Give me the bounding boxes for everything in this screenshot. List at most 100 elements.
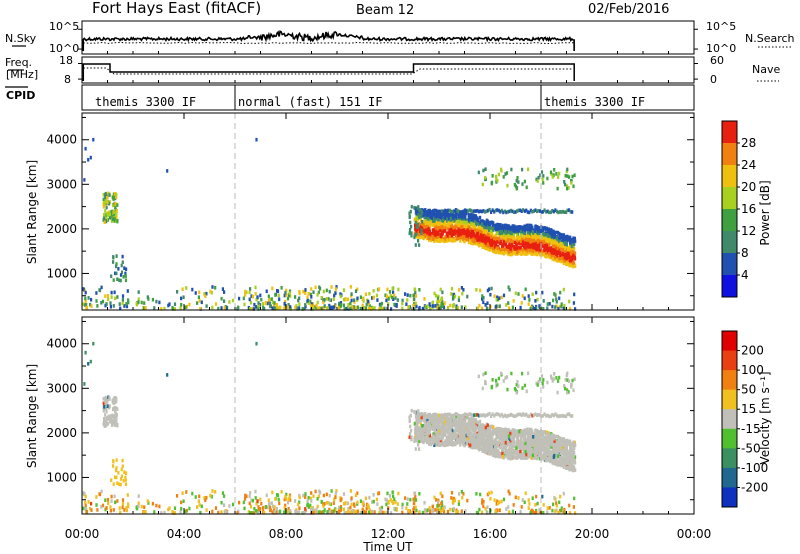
range-cell: [306, 499, 309, 503]
range-cell: [362, 509, 365, 514]
range-cell: [509, 227, 512, 232]
range-cell: [125, 302, 128, 306]
range-cell: [493, 498, 496, 502]
range-cell: [469, 419, 472, 424]
range-cell: [113, 210, 116, 214]
range-cell: [570, 179, 573, 183]
range-cell: [209, 493, 212, 498]
range-cell: [546, 176, 549, 181]
range-cell: [528, 298, 531, 302]
range-cell: [258, 304, 261, 308]
range-cell: [298, 306, 301, 310]
range-cell: [464, 509, 467, 513]
range-cell: [458, 235, 461, 240]
range-cell: [103, 201, 106, 205]
range-cell: [411, 306, 414, 311]
range-cell: [500, 234, 504, 239]
noise-sky-trace: [82, 30, 575, 51]
range-cell: [528, 235, 531, 239]
range-cell: [551, 508, 554, 513]
range-cell: [569, 261, 572, 266]
range-cell: [535, 177, 538, 182]
range-cell: [525, 223, 529, 228]
range-cell: [106, 196, 109, 200]
range-cell: [521, 251, 524, 256]
range-cell: [339, 304, 342, 308]
range-cell: [551, 229, 554, 233]
range-cell: [444, 239, 447, 243]
range-cell: [349, 510, 353, 515]
range-cell: [420, 228, 423, 232]
range-cell: [127, 300, 130, 305]
range-cell: [253, 506, 256, 511]
range-cell: [502, 237, 505, 242]
range-cell: [322, 504, 325, 508]
range-cell: [421, 306, 424, 311]
range-cell: [505, 210, 508, 215]
range-cell: [115, 193, 118, 197]
range-cell: [482, 221, 485, 226]
range-cell: [362, 305, 365, 310]
range-cell: [408, 211, 411, 216]
range-cell: [119, 278, 122, 283]
range-cell: [377, 491, 381, 495]
range-cell: [173, 302, 177, 306]
range-cell: [302, 307, 305, 311]
range-cell: [112, 508, 115, 512]
range-cell: [468, 236, 471, 241]
range-cell: [454, 442, 457, 447]
range-cell: [248, 297, 251, 302]
range-cell: [436, 504, 439, 508]
range-cell: [259, 497, 262, 502]
range-cell: [525, 185, 528, 190]
range-cell: [298, 296, 301, 301]
range-cell: [457, 233, 460, 238]
range-cell: [529, 240, 532, 244]
range-cell: [548, 246, 552, 251]
range-cell: [444, 416, 447, 421]
range-cell: [547, 231, 550, 235]
range-cell: [415, 209, 418, 213]
range-cell: [430, 238, 433, 243]
range-cell: [517, 249, 520, 253]
range-cell: [537, 175, 540, 180]
range-cell: [160, 511, 163, 515]
range-cell: [102, 216, 106, 220]
range-cell: [446, 219, 449, 223]
range-cell: [536, 501, 539, 506]
range-cell: [310, 295, 313, 299]
range-cell: [113, 290, 116, 295]
range-cell: [365, 306, 368, 311]
range-cell: [570, 244, 573, 249]
range-cell: [429, 223, 432, 227]
colorbar-tick-label: 16: [741, 202, 756, 216]
range-cell: [422, 213, 425, 217]
range-cell: [347, 305, 350, 309]
range-cell: [171, 510, 174, 514]
range-cell: [571, 174, 574, 179]
range-cell: [418, 243, 421, 247]
range-cell: [194, 291, 197, 295]
range-cell: [309, 292, 312, 297]
range-cell: [339, 301, 343, 305]
range-cell: [343, 511, 346, 515]
range-cell: [455, 306, 458, 311]
range-cell: [470, 222, 473, 226]
range-cell: [286, 500, 290, 505]
range-cell: [528, 250, 531, 255]
range-cell: [500, 295, 503, 300]
range-cell: [572, 505, 575, 509]
range-cell: [465, 237, 468, 242]
range-cell: [379, 507, 382, 512]
range-cell: [115, 413, 118, 417]
range-cell: [453, 218, 456, 222]
range-cell: [460, 221, 463, 225]
range-cell: [455, 510, 458, 515]
range-cell: [211, 489, 214, 493]
range-cell: [111, 418, 114, 423]
range-cell: [436, 300, 439, 304]
range-cell: [243, 302, 246, 307]
range-cell: [491, 233, 494, 237]
range-cell: [318, 285, 321, 290]
range-cell: [541, 494, 544, 499]
